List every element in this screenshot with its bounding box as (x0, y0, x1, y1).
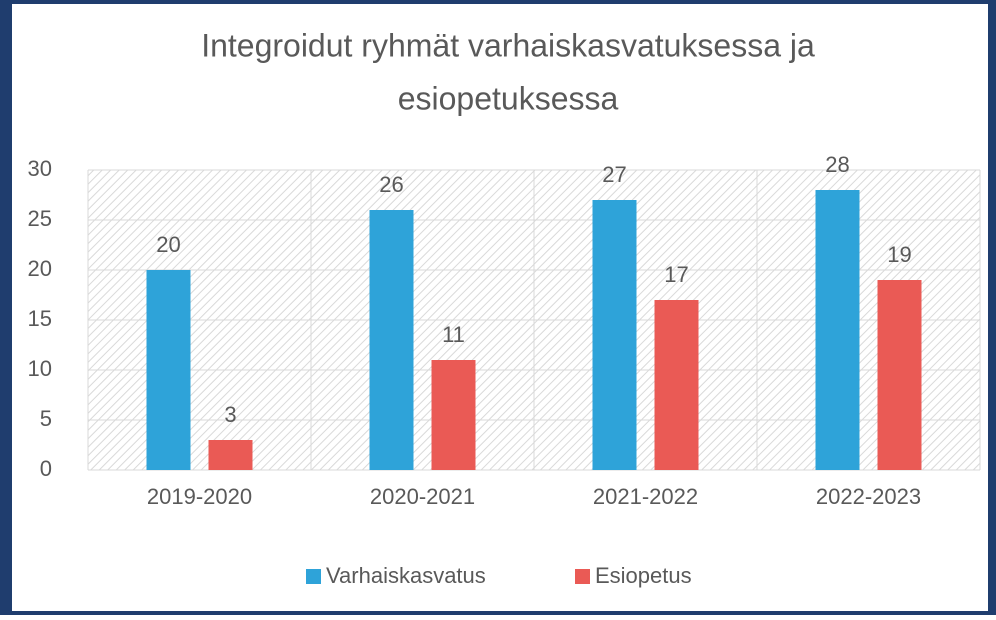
legend-swatch (306, 569, 321, 584)
bar (146, 270, 191, 470)
legend-label: Varhaiskasvatus (326, 563, 486, 588)
x-tick-label: 2021-2022 (593, 484, 698, 509)
bar (815, 190, 860, 470)
y-tick-label: 30 (28, 156, 52, 181)
data-label: 11 (442, 322, 465, 347)
legend-label: Esiopetus (595, 563, 692, 588)
y-tick-label: 5 (40, 406, 52, 431)
data-label: 19 (887, 242, 911, 267)
bar (592, 200, 637, 470)
data-label: 28 (825, 152, 849, 177)
bar (877, 280, 922, 470)
chart-title: Integroidut ryhmät varhaiskasvatuksessa … (201, 27, 815, 63)
bar (208, 440, 253, 470)
y-tick-label: 15 (28, 306, 52, 331)
bar (654, 300, 699, 470)
y-tick-label: 0 (40, 456, 52, 481)
data-label: 27 (602, 162, 626, 187)
data-label: 26 (379, 172, 403, 197)
bar (369, 210, 414, 470)
y-tick-label: 25 (28, 206, 52, 231)
data-label: 20 (156, 232, 180, 257)
x-tick-label: 2019-2020 (147, 484, 252, 509)
y-tick-label: 20 (28, 256, 52, 281)
bar (431, 360, 476, 470)
x-tick-label: 2020-2021 (370, 484, 475, 509)
data-label: 17 (664, 262, 688, 287)
x-tick-label: 2022-2023 (816, 484, 921, 509)
legend-swatch (575, 569, 590, 584)
y-tick-label: 10 (28, 356, 52, 381)
data-label: 3 (224, 402, 236, 427)
chart-title: esiopetuksessa (398, 80, 619, 116)
